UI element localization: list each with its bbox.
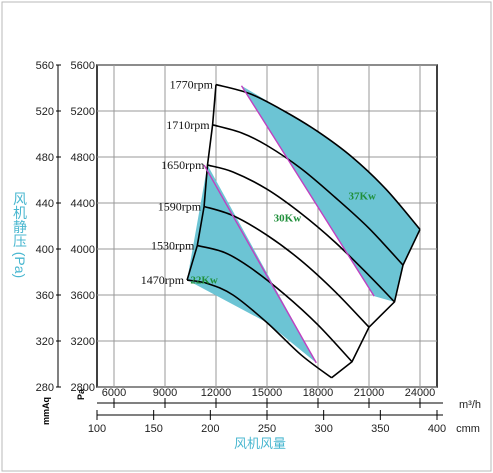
- x-tick-label-top: 6000: [102, 387, 126, 399]
- y-axis-title: 风机静压 (Pa): [12, 192, 28, 278]
- y-tick-label-pa: 3200: [71, 336, 95, 348]
- y-unit-pa: Pa: [76, 388, 86, 400]
- rpm-curve-line: [203, 205, 370, 328]
- power-label: 30Kw: [274, 212, 302, 224]
- x-tick-label-top: 21000: [354, 387, 385, 399]
- y-tick-label-mmaq: 280: [36, 382, 54, 394]
- power-label: 22Kw: [190, 275, 218, 287]
- y-tick-label-mmaq: 560: [36, 60, 54, 72]
- x-tick-label-bottom: 400: [428, 423, 446, 435]
- y-tick-label-pa: 3600: [71, 290, 95, 302]
- envelope-right-line: [331, 229, 421, 379]
- y-tick-label-pa: 4800: [71, 152, 95, 164]
- x-tick-label-top: 18000: [303, 387, 334, 399]
- x-tick-label-bottom: 150: [144, 423, 162, 435]
- y-tick-label-pa: 4000: [71, 244, 95, 256]
- rpm-label: 1530rpm: [151, 239, 195, 253]
- y-tick-label-mmaq: 320: [36, 336, 54, 348]
- y-tick-label-pa: 4400: [71, 198, 95, 210]
- x-unit-bottom: cmm: [456, 423, 480, 435]
- power-boundary-line: [240, 85, 375, 297]
- rpm-label: 1590rpm: [158, 199, 202, 213]
- x-tick-label-bottom: 200: [201, 423, 219, 435]
- envelope-left-line: [186, 84, 217, 281]
- rpm-curve-line: [197, 244, 353, 363]
- power-label: 37Kw: [348, 191, 376, 203]
- rpm-curve-line: [207, 164, 396, 303]
- y-tick-label-pa: 5600: [71, 60, 95, 72]
- x-tick-label-bottom: 250: [258, 423, 276, 435]
- x-unit-top: m³/h: [459, 399, 481, 411]
- x-tick-label-top: 12000: [201, 387, 232, 399]
- rpm-curves: [186, 83, 421, 379]
- x-axis-title: 风机风量: [234, 436, 286, 451]
- rpm-curve-line: [215, 83, 421, 230]
- y-tick-label-pa: 2800: [71, 382, 95, 394]
- y-unit-mmaq: mmAq: [41, 397, 51, 425]
- x-tick-label-top: 15000: [252, 387, 283, 399]
- x-tick-label-top: 24000: [405, 387, 436, 399]
- rpm-label: 1710rpm: [166, 118, 210, 132]
- y-tick-label-mmaq: 480: [36, 152, 54, 164]
- x-tick-label-bottom: 100: [88, 423, 106, 435]
- rpm-curve-line: [186, 279, 333, 379]
- band-22kw: [187, 165, 317, 363]
- rpm-label: 1470rpm: [141, 273, 185, 287]
- y-tick-label-pa: 5200: [71, 106, 95, 118]
- rpm-curve-line: [212, 124, 404, 266]
- x-tick-label-top: 9000: [153, 387, 177, 399]
- rpm-label: 1650rpm: [161, 158, 205, 172]
- axes: 5600 560 5200 520 4800 480 4400 440 4000 400 3600 3…: [12, 60, 481, 451]
- x-tick-label-bottom: 350: [371, 423, 389, 435]
- x-tick-label-bottom: 300: [314, 423, 332, 435]
- y-tick-label-mmaq: 400: [36, 244, 54, 256]
- rpm-label: 1770rpm: [170, 78, 214, 92]
- power-boundary-line: [203, 164, 317, 364]
- envelope-lines: [186, 84, 421, 379]
- y-tick-label-mmaq: 440: [36, 198, 54, 210]
- y-tick-label-mmaq: 360: [36, 290, 54, 302]
- y-tick-label-mmaq: 520: [36, 106, 54, 118]
- curve-labels: 1770rpm 1710rpm 1650rpm 1590rpm 1530rpm 1470r…: [141, 78, 376, 287]
